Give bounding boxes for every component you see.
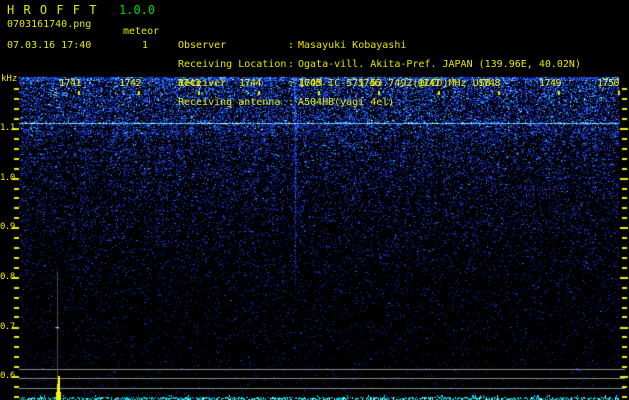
app-title: H R O F F T	[7, 3, 98, 17]
mode-label: meteor	[123, 26, 160, 37]
y-axis-unit-label: kHz	[1, 74, 18, 84]
meta-label: Receiver	[178, 78, 227, 89]
x-tick-label: 1746	[357, 78, 381, 89]
y-tick-label: 0.8	[0, 272, 15, 282]
meta-row: Receiving Location: Ogata-vill. Akita-Pre…	[178, 58, 581, 71]
y-tick-label: 0.9	[0, 222, 15, 232]
x-tick-label: 1747	[417, 78, 441, 89]
x-tick-label: 1742	[118, 78, 142, 89]
meta-colon: :	[288, 78, 295, 89]
y-tick-label: 0.7	[0, 322, 15, 332]
y-tick-label: 1.0	[0, 173, 15, 183]
x-tick-label: 1744	[238, 78, 262, 89]
y-tick-label: 1.1	[0, 123, 15, 133]
meta-value: A504HB(yagi 4el)	[298, 97, 395, 108]
x-tick-label: 1748	[477, 78, 501, 89]
x-tick-label: 1745	[298, 78, 322, 89]
datetime-label: 07.03.16 17:40	[7, 40, 92, 51]
filename-label: 0703161740.png	[7, 19, 92, 30]
meta-value: Masayuki Kobayashi	[298, 40, 407, 51]
receiver-info: Observer: Masayuki Kobayashi Receiving Lo…	[178, 1, 581, 115]
meta-colon: :	[288, 59, 295, 70]
meta-row: Receiving antenna: A504HB(yagi 4el)	[178, 96, 394, 109]
meta-label: Receiving Location	[178, 59, 287, 70]
meta-value: ICOM IC-575 53.7492(@LCD)MHz USB	[298, 78, 491, 89]
y-tick-label: 0.6	[0, 371, 15, 381]
meta-row: Observer: Masayuki Kobayashi	[178, 39, 406, 52]
count-label: 1	[142, 40, 149, 51]
app-version: 1.0.0	[119, 3, 156, 17]
x-tick-label: 1749	[538, 78, 562, 89]
meta-value: Ogata-vill. Akita-Pref. JAPAN (139.96E, …	[298, 59, 581, 70]
x-tick-label: 1741	[58, 78, 82, 89]
meta-colon: :	[288, 40, 295, 51]
x-tick-label: 1743	[177, 78, 201, 89]
meta-colon: :	[288, 97, 295, 108]
meta-row: Receiver: ICOM IC-575 53.7492(@LCD)MHz US…	[178, 77, 491, 90]
x-tick-label: 1750	[596, 78, 620, 89]
meta-label: Receiving antenna	[178, 97, 281, 108]
meta-label: Observer	[178, 40, 227, 51]
